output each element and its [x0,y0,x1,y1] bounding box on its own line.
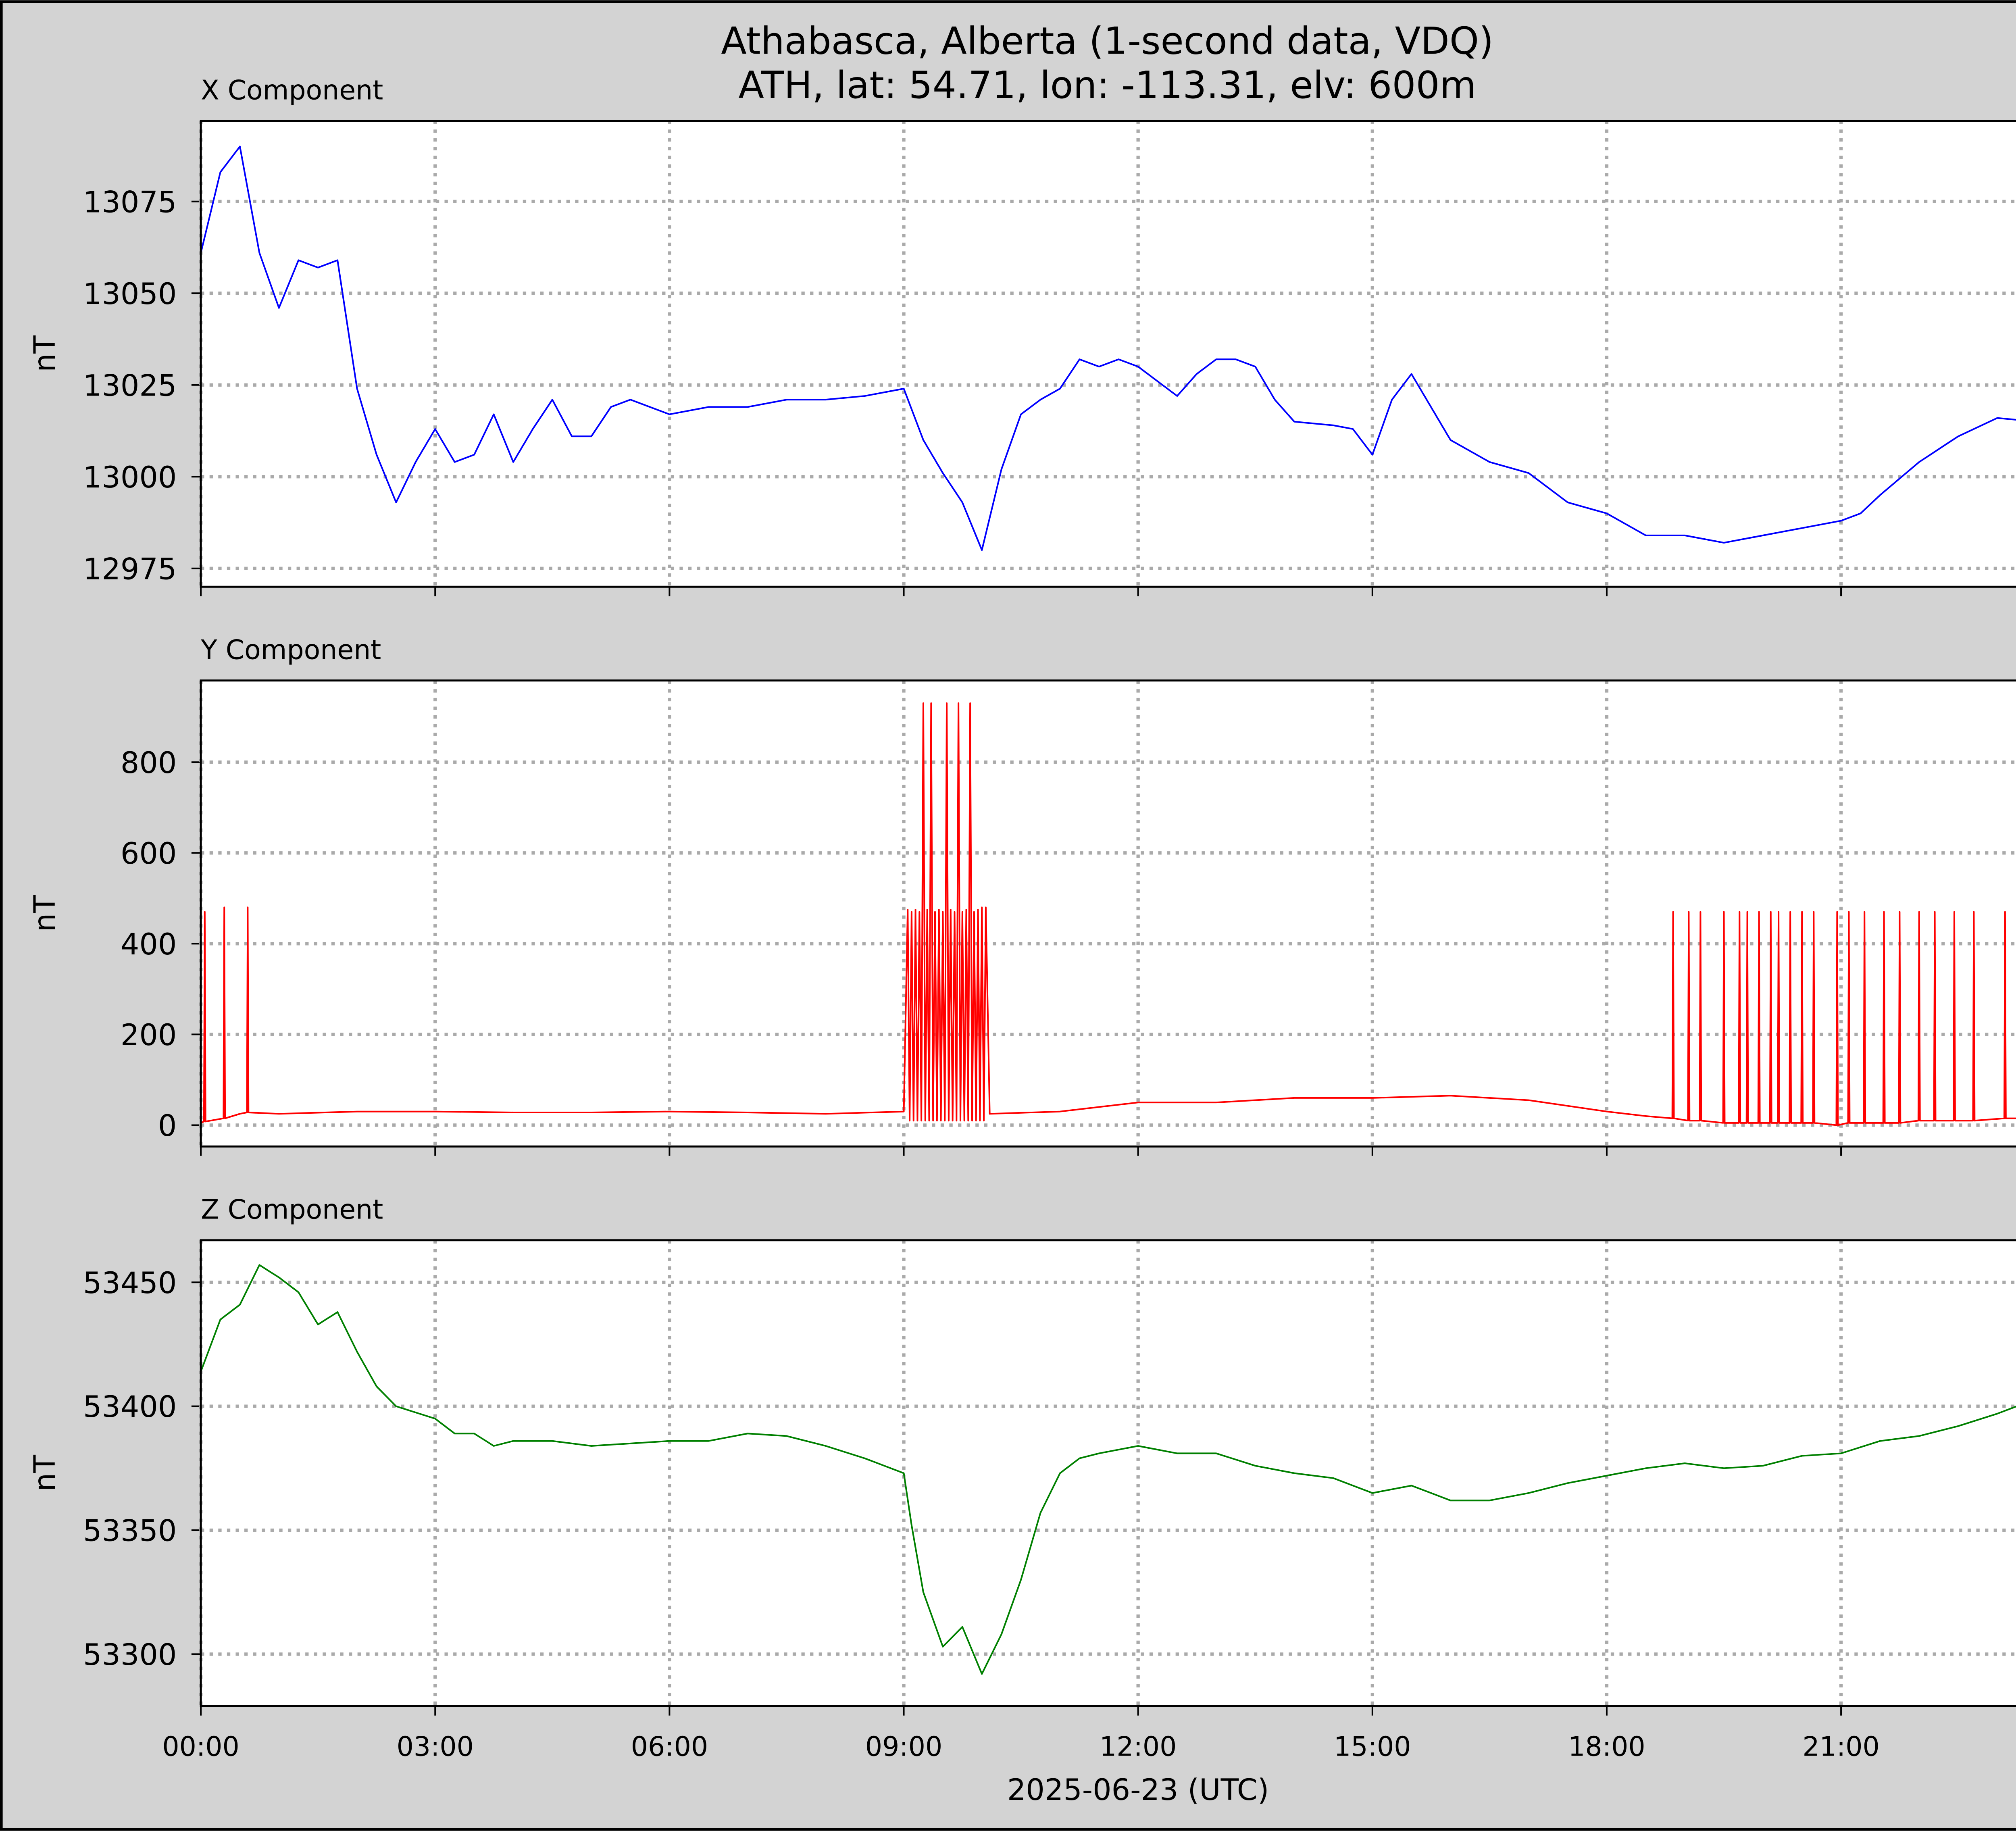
y-tick-label: 13075 [83,185,177,219]
figure-subtitle: ATH, lat: 54.71, lon: -113.31, elv: 600m [738,63,1476,107]
y-tick-label: 53300 [83,1638,177,1672]
y-tick-label: 600 [121,837,177,871]
panel-title: X Component [201,74,383,106]
data-line [200,146,2016,551]
y-tick-label: 12975 [83,552,177,586]
y-tick-label: 400 [121,927,177,962]
figure-title: Athabasca, Alberta (1-second data, VDQ) [721,19,1493,63]
y-axis-label: nT [28,1455,62,1491]
y-tick-label: 200 [121,1018,177,1052]
y-tick-label: 53400 [83,1390,177,1424]
x-tick-label: 03:00 [397,1731,474,1762]
panel-title: Y Component [200,634,381,666]
x-tick-label: 06:00 [631,1731,708,1762]
plot-frame [200,679,2016,1148]
x-tick-label: 15:00 [1334,1731,1411,1762]
y-tick-label: 13000 [83,460,177,495]
plot-area [201,121,2016,587]
y-axis-label: nT [28,895,62,932]
data-line [200,1264,2016,1675]
x-axis-label: 2025-06-23 (UTC) [1007,1773,1269,1807]
y-tick-label: 13025 [83,369,177,403]
data-line [200,702,2016,1126]
x-tick-label: 18:00 [1568,1731,1645,1762]
x-tick-label: 00:00 [162,1731,239,1762]
y-tick-label: 0 [158,1109,177,1143]
y-tick-label: 53450 [83,1266,177,1300]
x-tick-label: 21:00 [1802,1731,1879,1762]
x-tick-label: 12:00 [1100,1731,1177,1762]
plot-frame [200,120,2016,588]
plot-frame [200,1239,2016,1707]
y-tick-label: 800 [121,746,177,780]
panel-title: Z Component [201,1194,383,1225]
y-tick-label: 13050 [83,277,177,311]
y-axis-label: nT [28,335,62,372]
x-tick-label: 09:00 [865,1731,942,1762]
plot-area [201,680,2016,1147]
plot-area [201,1240,2016,1706]
y-tick-label: 53350 [83,1514,177,1548]
